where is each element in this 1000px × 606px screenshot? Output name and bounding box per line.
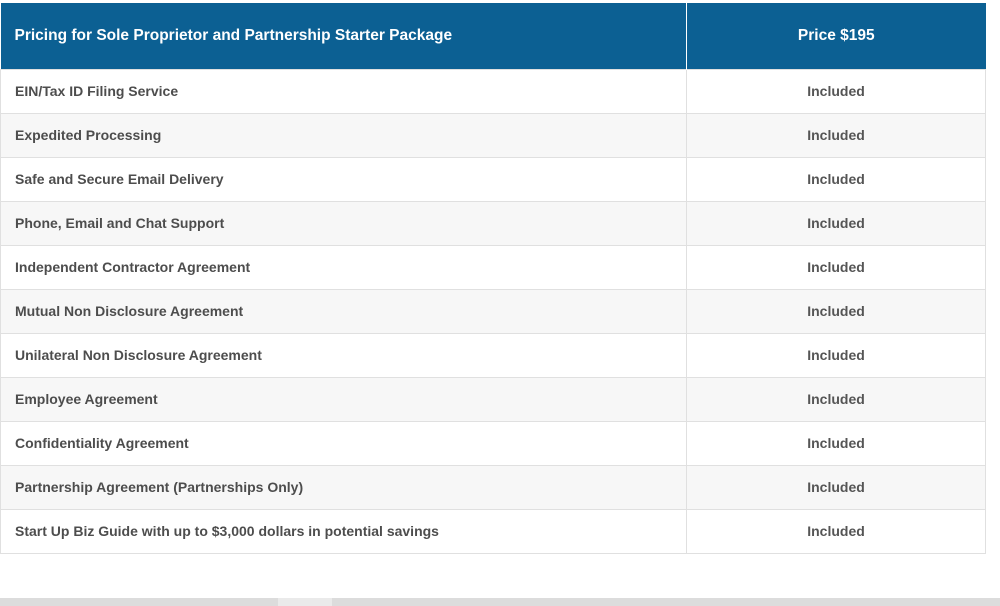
table-row: Partnership Agreement (Partnerships Only… xyxy=(0,464,986,510)
status-cell: Included xyxy=(686,376,986,422)
table-header-row: Pricing for Sole Proprietor and Partners… xyxy=(0,3,986,69)
table-row: Expedited Processing Included xyxy=(0,112,986,158)
feature-cell: Start Up Biz Guide with up to $3,000 dol… xyxy=(0,508,687,554)
status-cell: Included xyxy=(686,244,986,290)
table-row: Safe and Secure Email Delivery Included xyxy=(0,156,986,202)
feature-cell: Phone, Email and Chat Support xyxy=(0,200,687,246)
price-header: Price $195 xyxy=(686,3,986,69)
status-cell: Included xyxy=(686,156,986,202)
table-row: Mutual Non Disclosure Agreement Included xyxy=(0,288,986,334)
table-row: Independent Contractor Agreement Include… xyxy=(0,244,986,290)
feature-cell: Confidentiality Agreement xyxy=(0,420,687,466)
pricing-table: Pricing for Sole Proprietor and Partners… xyxy=(0,3,986,554)
feature-cell: Independent Contractor Agreement xyxy=(0,244,687,290)
status-cell: Included xyxy=(686,420,986,466)
feature-cell: EIN/Tax ID Filing Service xyxy=(0,68,687,114)
feature-cell: Safe and Secure Email Delivery xyxy=(0,156,687,202)
status-cell: Included xyxy=(686,200,986,246)
status-cell: Included xyxy=(686,288,986,334)
status-cell: Included xyxy=(686,332,986,378)
horizontal-scrollbar[interactable] xyxy=(0,598,1000,606)
table-row: Start Up Biz Guide with up to $3,000 dol… xyxy=(0,508,986,554)
scrollbar-thumb[interactable] xyxy=(278,598,332,606)
table-row: Unilateral Non Disclosure Agreement Incl… xyxy=(0,332,986,378)
status-cell: Included xyxy=(686,68,986,114)
status-cell: Included xyxy=(686,508,986,554)
feature-cell: Mutual Non Disclosure Agreement xyxy=(0,288,687,334)
table-row: Confidentiality Agreement Included xyxy=(0,420,986,466)
feature-cell: Employee Agreement xyxy=(0,376,687,422)
table-body: EIN/Tax ID Filing Service Included Exped… xyxy=(0,68,986,554)
package-title-header: Pricing for Sole Proprietor and Partners… xyxy=(0,3,687,69)
feature-cell: Partnership Agreement (Partnerships Only… xyxy=(0,464,687,510)
status-cell: Included xyxy=(686,112,986,158)
table-row: Phone, Email and Chat Support Included xyxy=(0,200,986,246)
table-row: Employee Agreement Included xyxy=(0,376,986,422)
table-row: EIN/Tax ID Filing Service Included xyxy=(0,68,986,114)
feature-cell: Expedited Processing xyxy=(0,112,687,158)
feature-cell: Unilateral Non Disclosure Agreement xyxy=(0,332,687,378)
status-cell: Included xyxy=(686,464,986,510)
